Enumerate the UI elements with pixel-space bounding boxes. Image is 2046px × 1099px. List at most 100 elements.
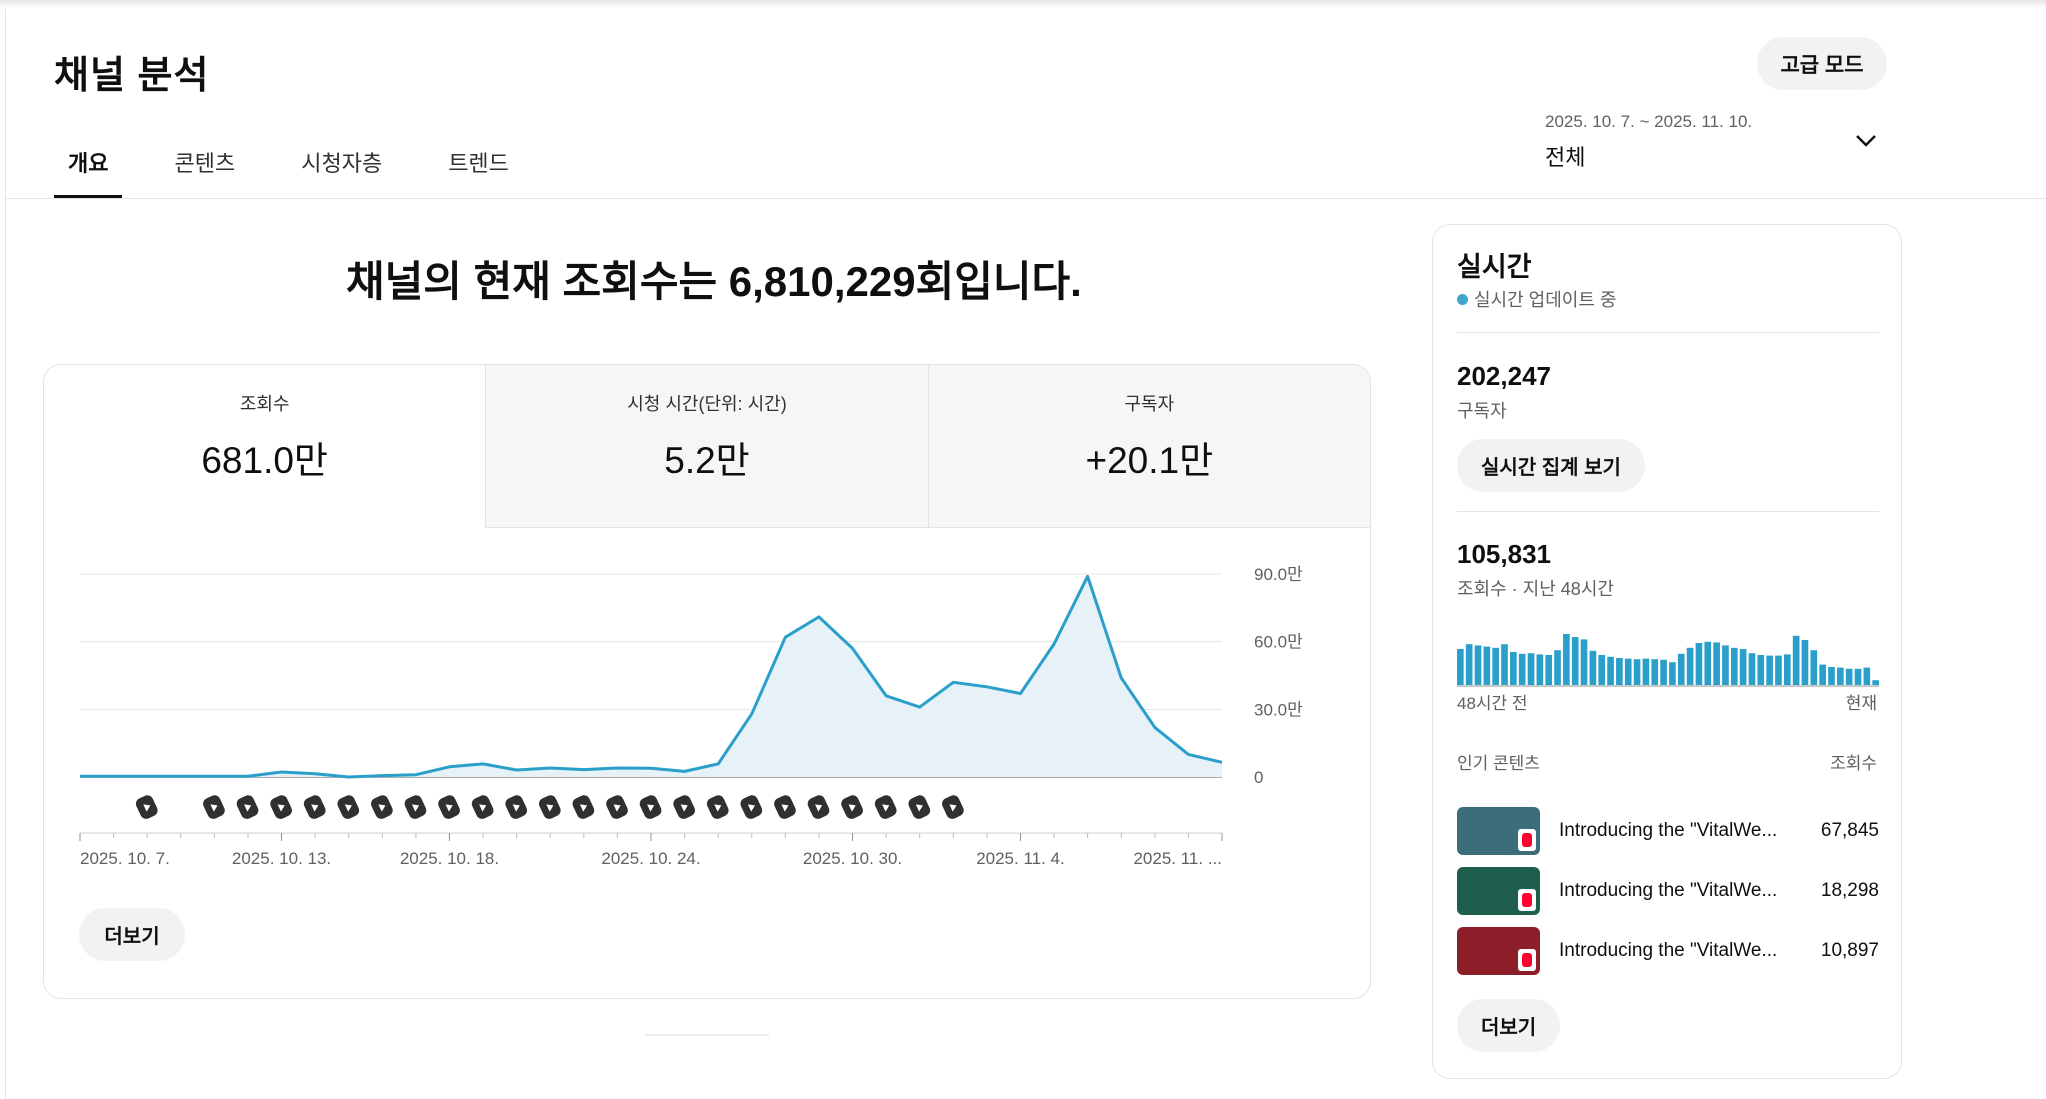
hour-bar[interactable] xyxy=(1722,645,1729,685)
video-title: Introducing the "VitalWe... xyxy=(1559,940,1778,961)
top-content-item[interactable]: Introducing the "VitalWe... 67,845 xyxy=(1457,801,1879,861)
hour-bar[interactable] xyxy=(1677,653,1685,685)
shorts-icon[interactable] xyxy=(638,793,664,821)
hour-bar[interactable] xyxy=(1501,644,1508,685)
hour-bar[interactable] xyxy=(1624,658,1632,685)
hour-bar[interactable] xyxy=(1589,650,1597,685)
hour-bar[interactable] xyxy=(1730,647,1738,685)
shorts-icon[interactable] xyxy=(369,793,395,821)
shorts-icon[interactable] xyxy=(705,793,731,821)
shorts-icon[interactable] xyxy=(739,793,765,821)
video-views: 18,298 xyxy=(1820,880,1879,901)
video-title: Introducing the "VitalWe... xyxy=(1559,820,1778,841)
hour-bar[interactable] xyxy=(1819,664,1826,685)
hour-bar[interactable] xyxy=(1704,641,1712,685)
shorts-icon[interactable] xyxy=(335,793,361,821)
hour-bar[interactable] xyxy=(1757,655,1765,685)
metric-watch-time[interactable]: 시청 시간(단위: 시간) 5.2만 xyxy=(485,365,928,528)
shorts-icon[interactable] xyxy=(302,793,328,821)
hour-bar[interactable] xyxy=(1739,649,1747,685)
hour-bar[interactable] xyxy=(1518,653,1526,685)
hour-bar[interactable] xyxy=(1792,635,1800,685)
hour-bar[interactable] xyxy=(1536,654,1544,685)
shorts-icon[interactable] xyxy=(470,793,496,821)
shorts-icon[interactable] xyxy=(503,793,529,821)
shorts-icon[interactable] xyxy=(436,793,462,821)
views-48h-label: 조회수 · 지난 48시간 xyxy=(1457,579,1614,599)
shorts-icon[interactable] xyxy=(571,793,597,821)
tab-content[interactable]: 콘텐츠 xyxy=(174,151,236,176)
metric-tabs: 조회수 681.0만 시청 시간(단위: 시간) 5.2만 구독자 +20.1만 xyxy=(44,365,1370,528)
y-tick-label: 0 xyxy=(1254,768,1263,787)
shorts-icon[interactable] xyxy=(268,793,294,821)
hour-bar[interactable] xyxy=(1801,640,1809,685)
shorts-icon[interactable] xyxy=(134,793,160,821)
hour-bar[interactable] xyxy=(1783,654,1791,685)
advanced-mode-button[interactable]: 고급 모드 xyxy=(1757,37,1887,90)
date-range-label: 전체 xyxy=(1545,145,1586,170)
top-content-item[interactable]: Introducing the "VitalWe... 10,897 xyxy=(1457,921,1879,981)
hour-bar[interactable] xyxy=(1510,652,1517,685)
shorts-icon[interactable] xyxy=(403,793,429,821)
hour-bar[interactable] xyxy=(1660,659,1667,685)
hour-bar[interactable] xyxy=(1810,650,1818,685)
hour-bar[interactable] xyxy=(1616,658,1623,685)
metric-views[interactable]: 조회수 681.0만 xyxy=(44,365,486,528)
hour-bar[interactable] xyxy=(1483,646,1491,685)
hour-bar[interactable] xyxy=(1527,653,1535,685)
shorts-icon[interactable] xyxy=(906,793,932,821)
hour-bar[interactable] xyxy=(1872,680,1879,685)
shorts-icon[interactable] xyxy=(235,793,261,821)
hour-bar[interactable] xyxy=(1554,650,1561,685)
hour-bar[interactable] xyxy=(1766,655,1773,685)
tab-trends[interactable]: 트렌드 xyxy=(448,151,509,176)
hour-bar[interactable] xyxy=(1571,637,1579,685)
live-count-button[interactable]: 실시간 집계 보기 xyxy=(1457,439,1645,492)
x-tick-label: 2025. 11. 4. xyxy=(976,849,1065,868)
date-range-picker[interactable]: 2025. 10. 7. ~ 2025. 11. 10. 전체 xyxy=(1545,112,1885,172)
shorts-icon[interactable] xyxy=(806,793,832,821)
hour-bar[interactable] xyxy=(1457,649,1464,685)
hour-bar[interactable] xyxy=(1633,659,1641,685)
shorts-icon[interactable] xyxy=(604,793,630,821)
hour-bar[interactable] xyxy=(1669,662,1676,685)
left-edge xyxy=(5,9,6,1099)
hour-bar[interactable] xyxy=(1607,656,1614,685)
shorts-icon[interactable] xyxy=(201,793,227,821)
top-content-item[interactable]: Introducing the "VitalWe... 18,298 xyxy=(1457,861,1879,921)
hour-bar[interactable] xyxy=(1686,647,1694,685)
hour-bar[interactable] xyxy=(1651,659,1659,685)
chevron-down-icon xyxy=(1856,135,1876,147)
hour-bar[interactable] xyxy=(1492,647,1499,685)
hour-bar[interactable] xyxy=(1748,653,1756,685)
hour-bar[interactable] xyxy=(1863,667,1871,685)
shorts-icon[interactable] xyxy=(671,793,697,821)
shorts-icon[interactable] xyxy=(839,793,865,821)
hour-bar[interactable] xyxy=(1837,667,1844,685)
metric-subscribers[interactable]: 구독자 +20.1만 xyxy=(927,365,1370,528)
hour-bar[interactable] xyxy=(1598,655,1606,685)
hour-bar[interactable] xyxy=(1828,667,1835,685)
hour-bar[interactable] xyxy=(1713,642,1720,685)
tabs-divider xyxy=(6,198,2046,199)
hour-bar[interactable] xyxy=(1545,655,1553,685)
shorts-icon[interactable] xyxy=(940,793,966,821)
tab-overview[interactable]: 개요 xyxy=(54,140,123,198)
x-tick-label: 2025. 10. 18. xyxy=(400,849,499,868)
hour-bar[interactable] xyxy=(1854,668,1862,685)
shorts-icon[interactable] xyxy=(537,793,563,821)
shorts-icon[interactable] xyxy=(772,793,798,821)
hour-bar[interactable] xyxy=(1695,643,1703,685)
see-more-button[interactable]: 더보기 xyxy=(1457,999,1561,1052)
hour-bar[interactable] xyxy=(1580,639,1588,685)
hour-bar[interactable] xyxy=(1775,655,1782,685)
hour-bar[interactable] xyxy=(1474,645,1482,685)
tab-audience[interactable]: 시청자층 xyxy=(301,151,383,176)
shorts-icon[interactable] xyxy=(873,793,899,821)
see-more-button[interactable]: 더보기 xyxy=(79,908,185,961)
hour-bar[interactable] xyxy=(1642,658,1650,685)
metric-value: +20.1만 xyxy=(1085,440,1214,481)
hour-bar[interactable] xyxy=(1845,668,1853,685)
hour-bar[interactable] xyxy=(1563,634,1570,685)
hour-bar[interactable] xyxy=(1465,644,1473,685)
